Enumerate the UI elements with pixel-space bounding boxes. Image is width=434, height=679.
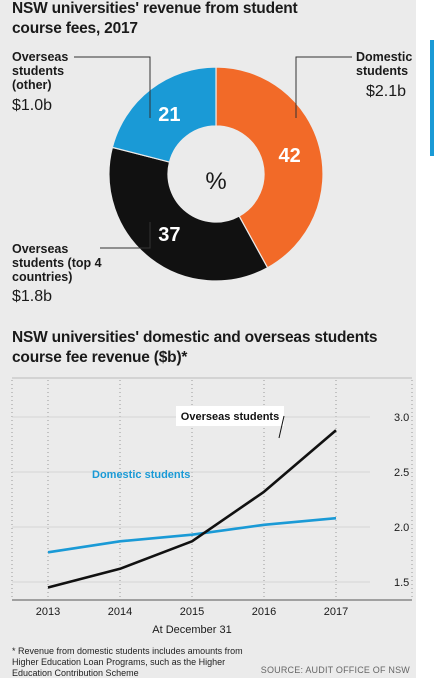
overseas-other-label: Overseas students (other): [12, 50, 69, 92]
donut-value-label-0: 42: [278, 145, 300, 167]
domestic-label: Domestic students: [356, 50, 413, 78]
x-tick-label: 2015: [180, 606, 204, 618]
source-credit: SOURCE: AUDIT OFFICE OF NSW: [260, 665, 410, 675]
overseas-top4-amount: $1.8b: [12, 288, 53, 305]
series-labels: Domestic students Overseas students: [92, 406, 285, 481]
series-label-domestic: Domestic students: [92, 469, 190, 481]
y-tick-label: 1.5: [394, 577, 409, 589]
leader-line-overseas-other: [74, 56, 151, 118]
donut-value-label-1: 37: [158, 224, 180, 246]
donut-value-labels: 42 37 21: [158, 104, 300, 246]
donut-value-label-2: 21: [158, 104, 180, 126]
series-line-1: [47, 429, 337, 589]
x-axis-label: At December 31: [152, 624, 231, 636]
series-label-leader-overseas: [278, 415, 285, 439]
x-tick-label: 2016: [252, 606, 276, 618]
domestic-amount: $2.1b: [366, 83, 407, 100]
y-axis-ticks: 1.5 2.0 2.5 3.0: [12, 412, 409, 589]
overseas-other-amount: $1.0b: [12, 97, 53, 114]
series-line-0: [47, 516, 337, 554]
leader-line-domestic: [295, 56, 352, 118]
leader-line-overseas-top4: [100, 222, 151, 249]
y-tick-label: 2.0: [394, 522, 409, 534]
y-tick-label: 2.5: [394, 467, 409, 479]
page-accent-bar: [430, 40, 434, 156]
footnote: * Revenue from domestic students include…: [12, 646, 243, 678]
line-chart-title: NSW universities' domestic and overseas …: [12, 329, 378, 366]
donut-chart-title: NSW universities' revenue from student c…: [12, 0, 298, 37]
x-tick-label: 2013: [36, 606, 60, 618]
y-tick-label: 3.0: [394, 412, 409, 424]
donut-center-label: %: [205, 168, 226, 195]
overseas-top4-label: Overseas students (top 4 countries): [12, 242, 102, 284]
donut-hole: [168, 126, 264, 222]
donut-chart: 42 37 21 %: [74, 56, 352, 282]
donut-slice-2: [111, 66, 217, 163]
series-label-overseas: Overseas students: [181, 411, 279, 423]
x-tick-label: 2017: [324, 606, 348, 618]
series-label-box-overseas: [176, 406, 284, 426]
line-series: [47, 429, 337, 589]
x-tick-label: 2014: [108, 606, 132, 618]
x-axis-ticks: 2013 2014 2015 2016 2017: [36, 606, 348, 618]
donut-leader-lines: [74, 56, 352, 249]
